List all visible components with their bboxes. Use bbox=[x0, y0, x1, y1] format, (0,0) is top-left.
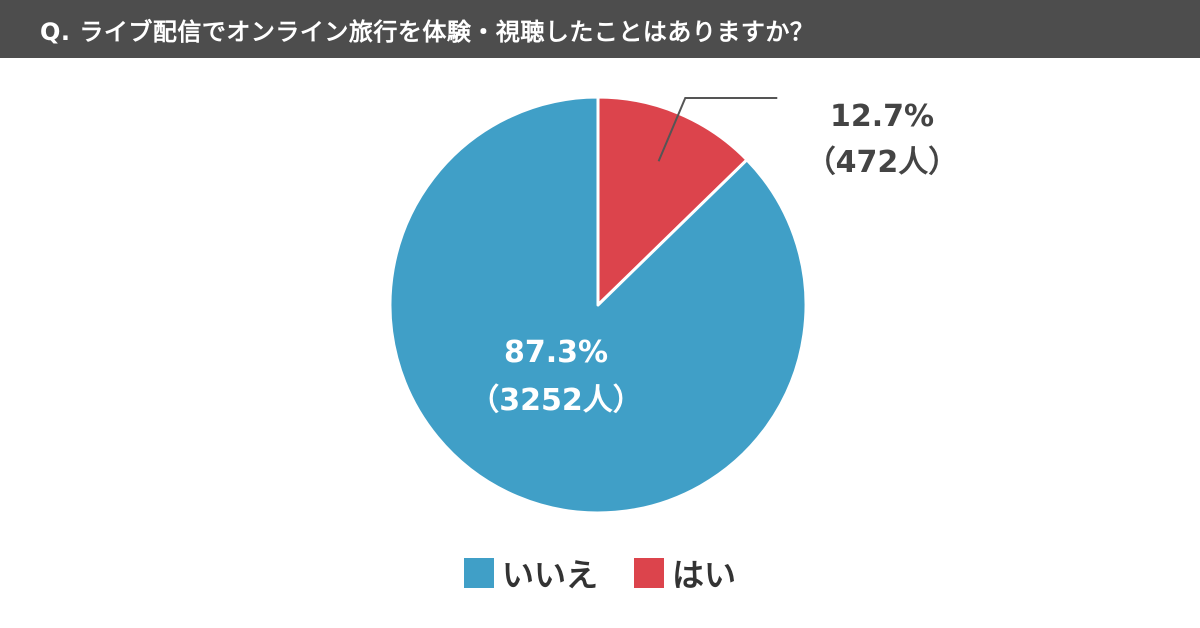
pie-slice-no bbox=[388, 95, 808, 515]
slice-label-yes-count: （472人） bbox=[806, 145, 959, 180]
slice-label-yes-percent: 12.7% bbox=[830, 99, 934, 134]
legend-swatch-no bbox=[463, 558, 494, 588]
slice-label-no-count: （3252人） bbox=[469, 383, 643, 418]
question-title: Q. ライブ配信でオンライン旅行を体験・視聴したことはありますか？ bbox=[40, 17, 815, 46]
question-header: Q. ライブ配信でオンライン旅行を体験・視聴したことはありますか？ bbox=[0, 0, 1200, 58]
legend-label-no: いいえ bbox=[501, 556, 598, 594]
chart-legend: いいえ はい bbox=[0, 548, 1200, 598]
legend-swatch-yes bbox=[634, 558, 664, 588]
slice-label-no-percent: 87.3% bbox=[504, 335, 608, 370]
leader-line-yes bbox=[657, 97, 778, 162]
legend-item-yes: はい bbox=[634, 550, 736, 596]
legend-item-no: いいえ bbox=[463, 550, 598, 596]
legend-label-yes: はい bbox=[672, 556, 737, 594]
